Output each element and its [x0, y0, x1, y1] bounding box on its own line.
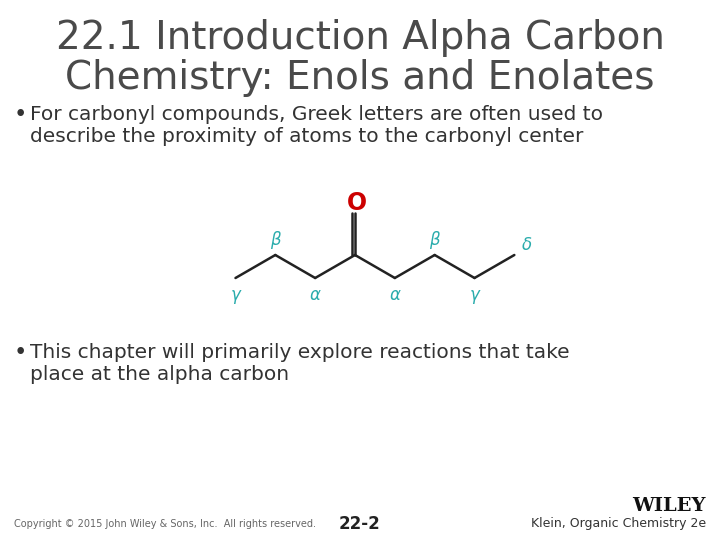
Text: This chapter will primarily explore reactions that take: This chapter will primarily explore reac…: [30, 342, 570, 361]
Text: β: β: [429, 231, 440, 249]
Text: 22-2: 22-2: [339, 515, 381, 533]
Text: β: β: [270, 231, 281, 249]
Text: O: O: [347, 191, 367, 215]
Text: γ: γ: [230, 286, 240, 304]
Text: α: α: [390, 286, 400, 304]
Text: WILEY: WILEY: [632, 497, 706, 515]
Text: Chemistry: Enols and Enolates: Chemistry: Enols and Enolates: [66, 59, 654, 97]
Text: place at the alpha carbon: place at the alpha carbon: [30, 364, 289, 383]
Text: 22.1 Introduction Alpha Carbon: 22.1 Introduction Alpha Carbon: [55, 19, 665, 57]
Text: γ: γ: [469, 286, 480, 304]
Text: •: •: [14, 341, 27, 363]
Text: δ: δ: [522, 236, 532, 254]
Text: •: •: [14, 104, 27, 126]
Text: Copyright © 2015 John Wiley & Sons, Inc.  All rights reserved.: Copyright © 2015 John Wiley & Sons, Inc.…: [14, 519, 316, 529]
Text: For carbonyl compounds, Greek letters are often used to: For carbonyl compounds, Greek letters ar…: [30, 105, 603, 125]
Text: α: α: [310, 286, 320, 304]
Text: Klein, Organic Chemistry 2e: Klein, Organic Chemistry 2e: [531, 516, 706, 530]
Text: describe the proximity of atoms to the carbonyl center: describe the proximity of atoms to the c…: [30, 127, 583, 146]
